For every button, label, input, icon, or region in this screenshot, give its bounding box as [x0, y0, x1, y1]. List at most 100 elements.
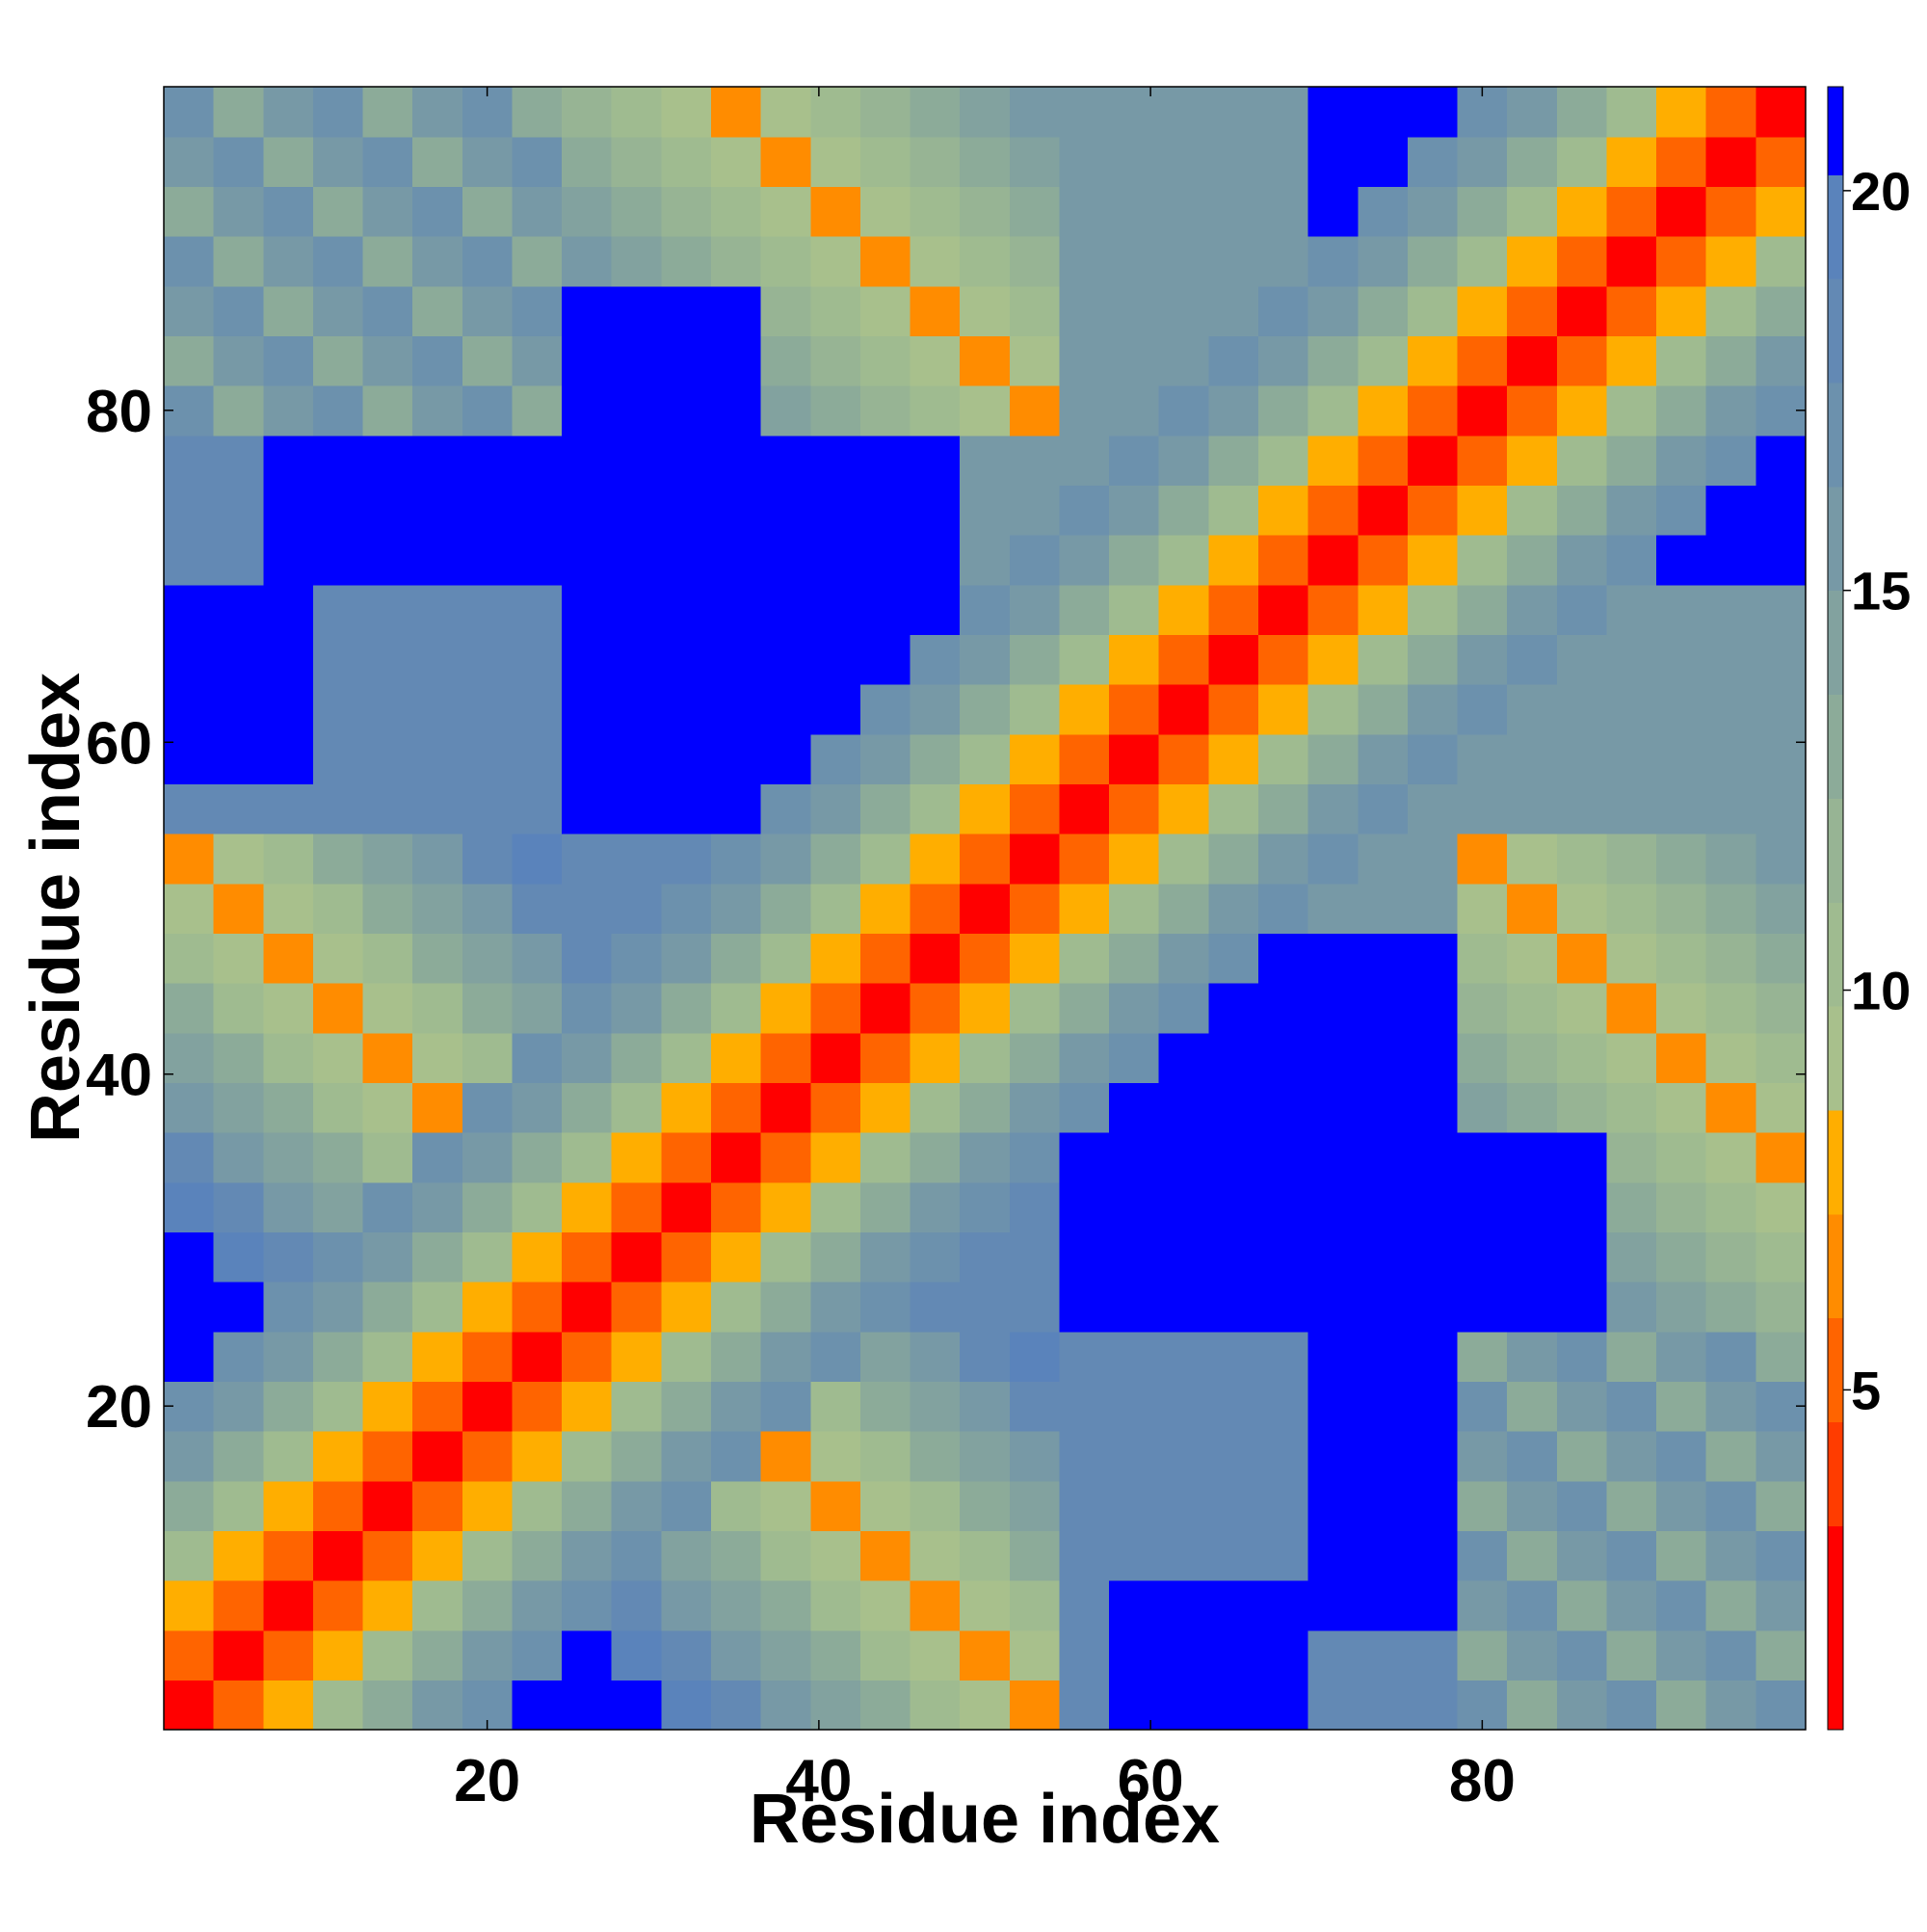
cell — [1407, 186, 1459, 237]
cell — [960, 1032, 1011, 1083]
cell — [1109, 684, 1160, 735]
cell — [1158, 87, 1209, 138]
cell — [960, 1580, 1011, 1631]
cell — [1059, 783, 1110, 834]
cell — [1109, 933, 1160, 984]
cell — [1407, 435, 1459, 486]
cell — [164, 1282, 215, 1333]
cell — [462, 136, 514, 187]
cell — [1258, 385, 1309, 437]
cell — [711, 1331, 762, 1382]
cell — [1457, 435, 1508, 486]
cell — [810, 1082, 861, 1133]
cell — [1556, 136, 1608, 187]
cell — [711, 87, 762, 138]
cell — [910, 1431, 961, 1482]
cell — [263, 883, 314, 934]
cell — [1755, 186, 1807, 237]
cell — [312, 834, 364, 885]
cell — [1009, 335, 1061, 386]
cell — [362, 535, 413, 586]
cell — [810, 783, 861, 834]
cell — [1606, 1431, 1657, 1482]
cell — [711, 1181, 762, 1232]
cell — [1407, 834, 1459, 885]
cell — [1358, 136, 1409, 187]
cell — [1507, 1331, 1558, 1382]
cell — [1556, 236, 1608, 287]
cell — [960, 1231, 1011, 1283]
cell — [859, 733, 911, 784]
cell — [1208, 1480, 1259, 1531]
cell — [1158, 1530, 1209, 1581]
cell — [1656, 1282, 1707, 1333]
cell — [1109, 1331, 1160, 1382]
cell — [960, 1132, 1011, 1183]
cell — [661, 834, 712, 885]
cell — [1258, 634, 1309, 685]
cell — [1307, 1181, 1359, 1232]
cell — [1507, 883, 1558, 934]
cell — [1606, 87, 1657, 138]
cell — [1755, 1431, 1807, 1482]
cell — [1407, 1181, 1459, 1232]
cell — [1358, 1282, 1409, 1333]
cell — [1307, 1431, 1359, 1482]
cell — [412, 435, 463, 486]
cell — [512, 684, 563, 735]
cell — [562, 285, 613, 336]
cell — [1407, 584, 1459, 635]
cell — [512, 236, 563, 287]
cell — [859, 1431, 911, 1482]
cell — [760, 1680, 811, 1731]
cell — [1059, 1181, 1110, 1232]
cell — [760, 435, 811, 486]
cell — [810, 834, 861, 885]
cell — [810, 1580, 861, 1631]
cell — [1656, 335, 1707, 386]
cell — [1656, 883, 1707, 934]
cell — [1258, 1629, 1309, 1681]
cell — [1009, 834, 1061, 885]
cell — [1407, 733, 1459, 784]
x-axis-label: Residue index — [750, 1781, 1220, 1858]
cell — [859, 1331, 911, 1382]
cell — [164, 883, 215, 934]
cell — [661, 87, 712, 138]
cell — [1208, 335, 1259, 386]
cell — [1556, 285, 1608, 336]
cell — [1656, 783, 1707, 834]
cell — [1109, 435, 1160, 486]
cell — [1705, 883, 1756, 934]
cell — [1656, 933, 1707, 984]
cell — [1307, 983, 1359, 1034]
cell — [362, 435, 413, 486]
cell — [1109, 385, 1160, 437]
cell — [810, 634, 861, 685]
cell — [1208, 1282, 1259, 1333]
cell — [1705, 933, 1756, 984]
cell — [1109, 834, 1160, 885]
cell — [711, 733, 762, 784]
cell — [263, 783, 314, 834]
cell — [910, 1132, 961, 1183]
cell — [1556, 1282, 1608, 1333]
cell — [611, 186, 662, 237]
cell — [562, 983, 613, 1034]
cell — [960, 236, 1011, 287]
cell — [1656, 1181, 1707, 1232]
cell — [810, 186, 861, 237]
cell — [1656, 1580, 1707, 1631]
cell — [1059, 136, 1110, 187]
cell — [512, 285, 563, 336]
cell — [859, 1132, 911, 1183]
cell — [760, 783, 811, 834]
cell — [910, 435, 961, 486]
cell — [1705, 1181, 1756, 1232]
colorbar-segment — [1828, 590, 1843, 696]
cell — [1457, 983, 1508, 1034]
cell — [263, 834, 314, 885]
cell — [711, 983, 762, 1034]
cell — [1705, 584, 1756, 635]
